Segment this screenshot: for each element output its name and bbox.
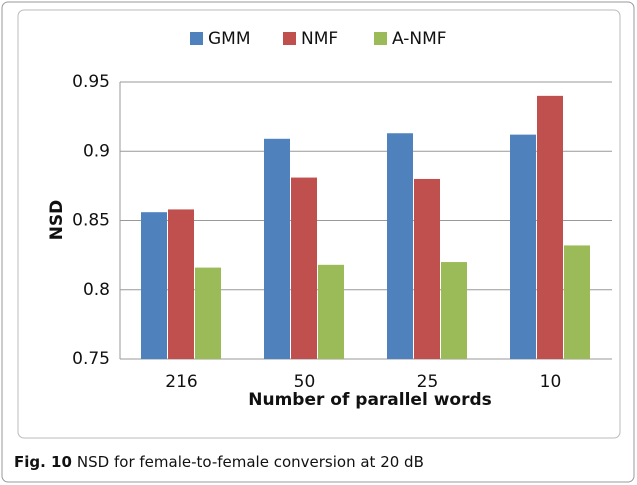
bar bbox=[168, 209, 194, 359]
x-axis-label: Number of parallel words bbox=[248, 390, 492, 410]
bar bbox=[318, 264, 344, 359]
y-tick-label: 0.75 bbox=[72, 349, 110, 369]
caption-text: NSD for female-to-female conversion at 2… bbox=[77, 453, 424, 471]
bar bbox=[195, 267, 221, 359]
bar bbox=[387, 133, 413, 359]
bar bbox=[141, 212, 167, 359]
legend-label: A-NMF bbox=[392, 29, 447, 49]
legend-swatch bbox=[374, 32, 387, 45]
bar bbox=[291, 177, 317, 359]
y-tick-label: 0.9 bbox=[83, 141, 110, 161]
y-tick-label: 0.95 bbox=[72, 72, 110, 92]
bar bbox=[564, 245, 590, 359]
caption: Fig. 10 NSD for female-to-female conversi… bbox=[14, 453, 424, 471]
bar bbox=[264, 138, 290, 359]
bar bbox=[414, 178, 440, 359]
bar bbox=[510, 134, 536, 359]
caption-label: Fig. 10 bbox=[14, 453, 72, 471]
x-tick-label: 25 bbox=[417, 372, 439, 392]
legend-swatch bbox=[190, 32, 203, 45]
bar bbox=[537, 95, 563, 359]
legend-swatch bbox=[283, 32, 296, 45]
x-tick-label: 50 bbox=[294, 372, 316, 392]
y-tick-label: 0.8 bbox=[83, 280, 110, 300]
bar bbox=[441, 262, 467, 359]
x-tick-label: 216 bbox=[165, 372, 197, 392]
y-tick-label: 0.85 bbox=[72, 211, 110, 231]
legend-label: NMF bbox=[301, 29, 338, 49]
y-axis-label: NSD bbox=[47, 200, 67, 241]
legend-label: GMM bbox=[208, 29, 251, 49]
x-tick-label: 10 bbox=[540, 372, 562, 392]
